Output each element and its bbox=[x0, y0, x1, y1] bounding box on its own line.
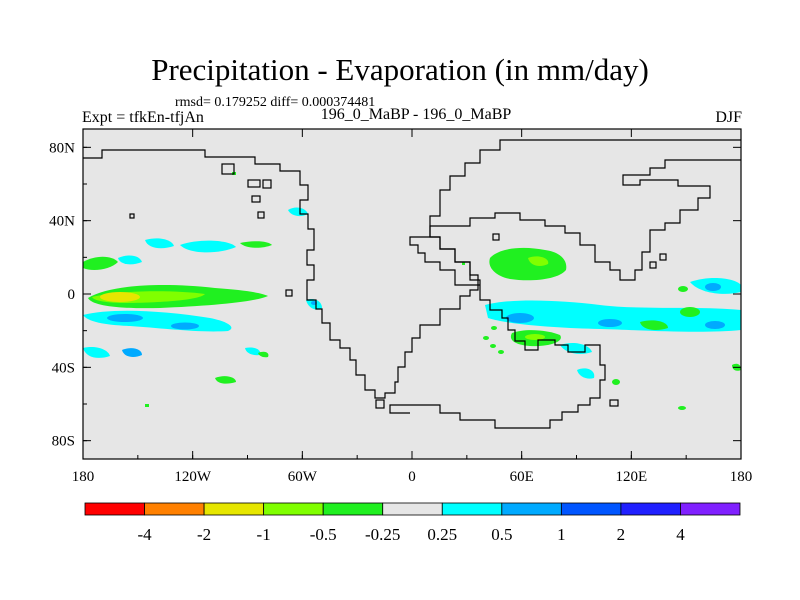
contour-region bbox=[678, 406, 686, 410]
island bbox=[257, 211, 265, 219]
lon-label: 0 bbox=[408, 469, 416, 485]
colorbar-label: -0.5 bbox=[310, 525, 337, 544]
island bbox=[247, 179, 261, 188]
contour-region bbox=[498, 350, 504, 354]
island bbox=[285, 289, 293, 297]
contour-region bbox=[180, 240, 236, 253]
contour-region bbox=[118, 255, 142, 265]
colorbar-label: 0.25 bbox=[427, 525, 457, 544]
colorbar-label: -0.25 bbox=[365, 525, 400, 544]
colorbar: -4 -2 -1 -0.5 -0.25 0.25 0.5 1 2 4 bbox=[84, 502, 741, 544]
island bbox=[492, 233, 500, 241]
colorbar-label: 0.5 bbox=[491, 525, 512, 544]
lon-label: 180 bbox=[72, 469, 95, 485]
contour-region bbox=[107, 314, 143, 322]
contour-region bbox=[506, 313, 534, 323]
contour-region bbox=[489, 247, 567, 281]
contour-region bbox=[122, 348, 142, 358]
contour-field bbox=[83, 172, 741, 410]
colorbar-swatch bbox=[680, 502, 741, 516]
lat-label: 0 bbox=[68, 287, 76, 303]
contour-region bbox=[525, 334, 545, 340]
contour-region bbox=[258, 351, 269, 358]
island bbox=[659, 253, 667, 261]
coastline bbox=[83, 139, 741, 429]
island bbox=[262, 179, 272, 189]
contour-region bbox=[171, 322, 199, 330]
contour-region bbox=[640, 320, 668, 330]
plot-title: Precipitation - Evaporation (in mm/day) bbox=[151, 52, 649, 87]
colorbar-swatch bbox=[501, 502, 562, 516]
island bbox=[375, 399, 385, 409]
lon-label: 180 bbox=[730, 469, 753, 485]
season-label: DJF bbox=[715, 109, 742, 126]
experiment-label: Expt = tfkEn-tfjAn bbox=[82, 109, 204, 126]
contour-region bbox=[83, 346, 110, 358]
colorbar-label: -1 bbox=[257, 525, 271, 544]
contour-region bbox=[145, 404, 149, 407]
colorbar-swatch bbox=[620, 502, 681, 516]
island bbox=[129, 213, 135, 219]
rmsd-diff-stats: rmsd= 0.179252 diff= 0.000374481 bbox=[175, 95, 376, 110]
lat-label: 80S bbox=[52, 434, 75, 450]
colorbar-swatch bbox=[144, 502, 205, 516]
coastline-segment bbox=[389, 236, 606, 429]
contour-region bbox=[240, 241, 272, 248]
contour-region bbox=[528, 256, 549, 266]
contour-region bbox=[705, 321, 725, 329]
colorbar-label: 4 bbox=[676, 525, 685, 544]
island bbox=[221, 163, 235, 175]
colorbar-swatch bbox=[84, 502, 145, 516]
lon-label: 120W bbox=[174, 469, 212, 485]
contour-region bbox=[100, 292, 140, 302]
lon-label: 60W bbox=[288, 469, 318, 485]
colorbar-swatch bbox=[441, 502, 503, 516]
island bbox=[609, 399, 619, 407]
colorbar-label: -4 bbox=[137, 525, 152, 544]
contour-region bbox=[705, 283, 721, 291]
colorbar-swatch bbox=[203, 502, 265, 516]
contour-region bbox=[678, 286, 688, 292]
contour-region bbox=[145, 238, 174, 249]
run-comparison-label: 196_0_MaBP - 196_0_MaBP bbox=[320, 106, 512, 123]
colorbar-swatch bbox=[560, 502, 622, 516]
lat-label: 40S bbox=[52, 360, 75, 376]
contour-region bbox=[491, 326, 497, 330]
island bbox=[251, 195, 261, 203]
colorbar-swatch bbox=[322, 502, 384, 516]
island bbox=[649, 261, 657, 269]
lon-label: 120E bbox=[615, 469, 647, 485]
coastline-segment bbox=[429, 159, 741, 281]
contour-region bbox=[577, 368, 595, 379]
colorbar-swatch bbox=[263, 502, 324, 516]
contour-region bbox=[612, 379, 620, 385]
lat-label: 80N bbox=[49, 140, 75, 156]
map-axes: 180 120W 60W 0 60E 120E 180 80N 40N 0 40S 80S bbox=[49, 129, 752, 485]
contour-region bbox=[483, 336, 489, 340]
contour-region bbox=[680, 307, 700, 317]
lon-label: 60E bbox=[510, 469, 534, 485]
contour-region bbox=[490, 344, 496, 348]
colorbar-label: 1 bbox=[557, 525, 566, 544]
contour-region bbox=[598, 319, 622, 327]
contour-region bbox=[83, 256, 118, 270]
colorbar-swatch bbox=[382, 502, 443, 516]
contour-region bbox=[245, 347, 261, 356]
colorbar-label: -2 bbox=[197, 525, 211, 544]
contour-region bbox=[215, 376, 236, 384]
colorbar-label: 2 bbox=[617, 525, 626, 544]
contour-region bbox=[485, 300, 741, 332]
contour-region bbox=[462, 262, 465, 265]
lat-label: 40N bbox=[49, 214, 75, 230]
